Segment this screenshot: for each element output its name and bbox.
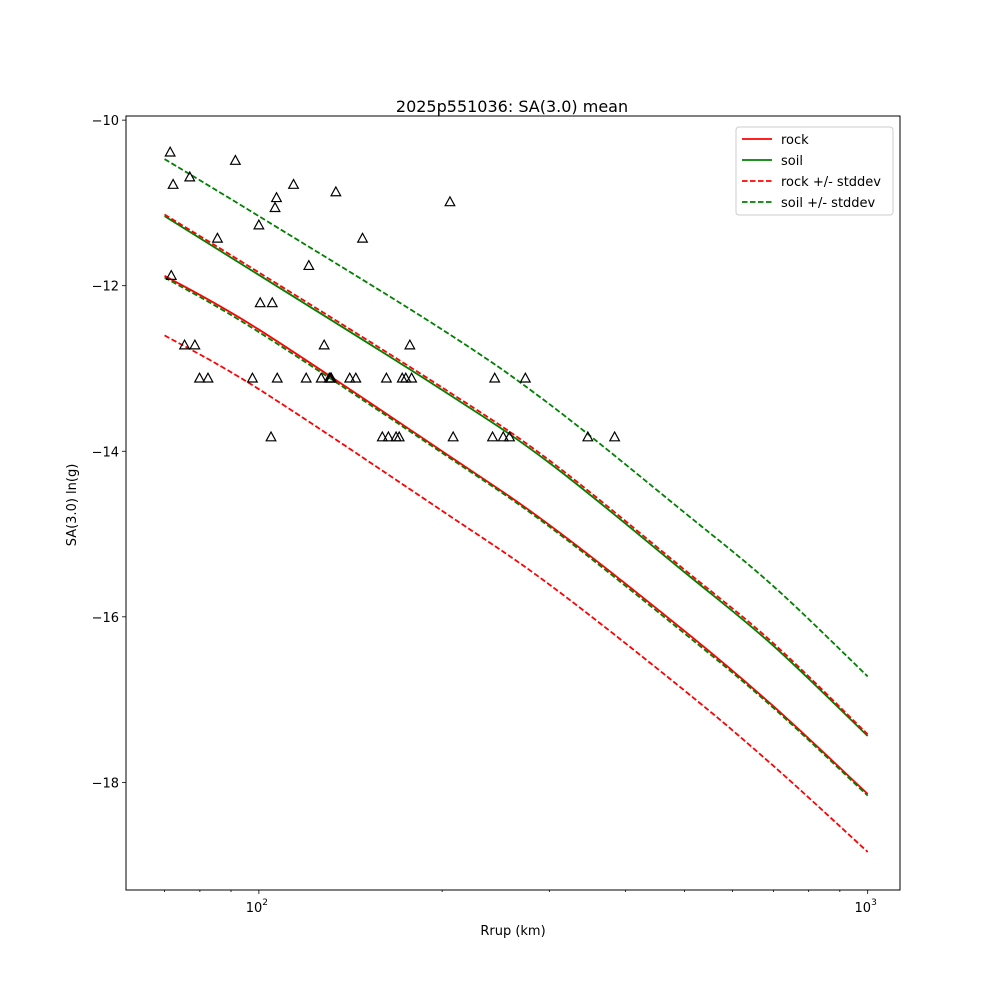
observation-marker [269,201,281,213]
observation-marker [405,371,418,383]
observation-marker [582,430,594,442]
series-line-rock-stddev-3 [164,334,869,853]
observation-marker [211,232,224,243]
observation-marker [164,145,176,157]
observation-marker [167,178,179,189]
observation-marker [183,170,196,182]
observation-marker [318,338,330,350]
observation-marker [488,371,501,383]
legend-label-soil-stddev: soil +/- stddev [781,196,876,211]
observation-marker [253,218,265,230]
observation-marker [343,371,356,383]
plot-area-frame [125,115,901,891]
chart-legend: rock soil rock +/- stddev soil +/- stddev [735,126,894,216]
observation-marker [330,185,342,197]
observation-marker [229,154,242,165]
observation-marker [300,371,313,383]
observation-marker [271,371,284,383]
observation-marker [303,259,315,271]
y-axis: −18 −16 −14 −12 −10 [92,114,126,791]
observation-marker [486,430,499,442]
observation-marker [608,430,621,442]
observation-marker [246,371,259,383]
observation-marker [503,430,516,442]
y-tick-label: −12 [92,280,119,295]
observation-marker [393,430,405,442]
observation-marker [270,191,283,203]
y-tick-label: −14 [92,445,119,460]
observation-marker [178,338,191,350]
observation-marker [350,371,362,383]
legend-label-rock: rock [781,133,809,148]
legend-box [735,126,894,216]
series-line-soil-stddev-5 [164,276,869,797]
y-tick-label: −16 [92,611,119,626]
observation-marker [287,178,300,189]
observation-marker [193,371,206,383]
observation-markers [164,145,621,442]
chart-title: 2025p551036: SA(3.0) mean [396,97,628,116]
observation-marker [315,371,328,383]
y-tick-label: −10 [92,114,119,129]
observation-marker [519,371,532,383]
series-line-soil-stddev-4 [164,158,869,678]
observation-marker [189,338,201,350]
series-line-soil-1 [164,215,869,737]
y-tick-label: −18 [92,776,119,791]
series-layer [164,158,869,853]
x-axis-label: Rrup (km) [480,924,545,939]
observation-marker [444,195,456,207]
observation-marker [265,430,277,442]
observation-marker [356,232,369,243]
series-line-rock-stddev-2 [164,213,869,736]
observation-marker [382,430,395,442]
observation-marker [447,430,459,442]
y-axis-label: SA(3.0) ln(g) [65,464,80,547]
observation-marker [399,371,412,383]
series-line-rock-0 [164,274,869,795]
x-tick-label: 103 [855,898,877,916]
observation-marker [380,371,393,383]
x-tick-label: 102 [246,898,268,916]
observation-marker [165,269,178,280]
x-axis: 102 103 [164,890,877,916]
observation-marker [254,296,267,308]
observation-marker [404,338,416,350]
observation-marker [376,430,389,442]
observation-marker [497,430,510,442]
observation-marker [325,371,338,383]
legend-label-soil: soil [781,154,803,169]
observation-marker [266,296,279,308]
observation-marker [202,371,214,383]
legend-label-rock-stddev: rock +/- stddev [781,175,881,190]
